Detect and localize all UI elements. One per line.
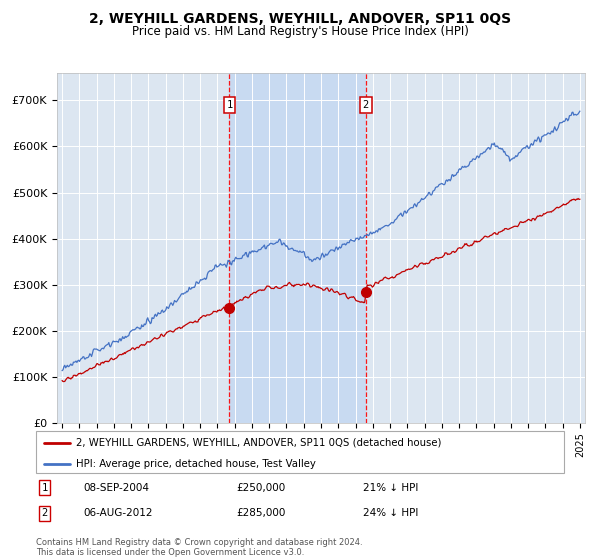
- Text: £285,000: £285,000: [236, 508, 286, 518]
- Text: 2: 2: [363, 100, 369, 110]
- Text: 2, WEYHILL GARDENS, WEYHILL, ANDOVER, SP11 0QS: 2, WEYHILL GARDENS, WEYHILL, ANDOVER, SP…: [89, 12, 511, 26]
- Bar: [229, 73, 366, 423]
- Text: 08-SEP-2004: 08-SEP-2004: [83, 483, 149, 493]
- Text: 21% ↓ HPI: 21% ↓ HPI: [364, 483, 419, 493]
- Text: 2, WEYHILL GARDENS, WEYHILL, ANDOVER, SP11 0QS (detached house): 2, WEYHILL GARDENS, WEYHILL, ANDOVER, SP…: [76, 438, 441, 448]
- Text: Contains HM Land Registry data © Crown copyright and database right 2024.
This d: Contains HM Land Registry data © Crown c…: [36, 538, 362, 557]
- Text: £250,000: £250,000: [236, 483, 286, 493]
- FancyBboxPatch shape: [36, 431, 564, 473]
- Text: 1: 1: [226, 100, 233, 110]
- Text: HPI: Average price, detached house, Test Valley: HPI: Average price, detached house, Test…: [76, 459, 316, 469]
- Text: 24% ↓ HPI: 24% ↓ HPI: [364, 508, 419, 518]
- Text: Price paid vs. HM Land Registry's House Price Index (HPI): Price paid vs. HM Land Registry's House …: [131, 25, 469, 38]
- Text: 1: 1: [41, 483, 47, 493]
- Text: 06-AUG-2012: 06-AUG-2012: [83, 508, 153, 518]
- Text: 2: 2: [41, 508, 47, 518]
